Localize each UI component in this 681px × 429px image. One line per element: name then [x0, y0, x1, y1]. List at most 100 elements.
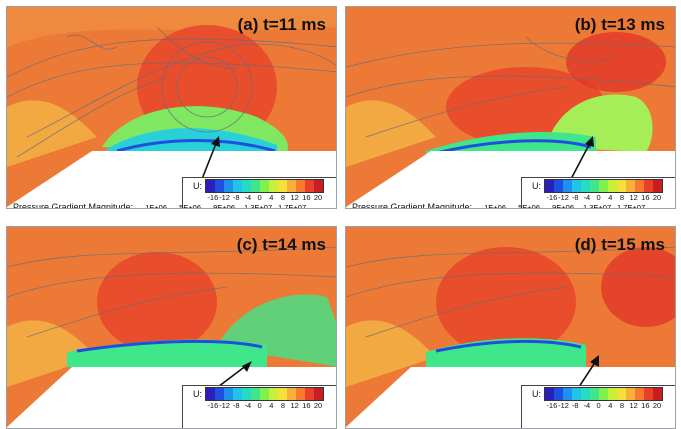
tick-label: 0	[257, 401, 262, 410]
panel-title: (d) t=15 ms	[574, 235, 665, 254]
color-swatch	[563, 388, 572, 400]
color-swatch	[287, 388, 296, 400]
pressure-legend: Pressure Gradient Magnitude: 1E+06 5E+06 9E…	[352, 202, 648, 209]
color-swatch	[215, 388, 224, 400]
tick-label: 20	[313, 193, 323, 202]
tick-label: 4	[608, 193, 613, 202]
tick-label: 0	[257, 193, 262, 202]
color-swatch	[215, 180, 224, 192]
tick-label: 4	[608, 401, 613, 410]
color-swatch	[635, 388, 644, 400]
tick-label: 20	[652, 401, 662, 410]
color-swatch	[260, 180, 269, 192]
color-swatch	[269, 180, 278, 192]
color-swatch	[608, 388, 617, 400]
tick-label: -12	[558, 401, 569, 410]
color-swatch	[224, 180, 233, 192]
tick-label: -16	[207, 193, 219, 202]
color-swatch	[251, 180, 260, 192]
color-swatch	[296, 180, 305, 192]
color-swatch	[554, 180, 563, 192]
tick-label: 20	[313, 401, 323, 410]
tick-label: 8	[619, 193, 625, 202]
panel-title: (c) t=14 ms	[236, 235, 326, 254]
tick-label: 8	[280, 401, 286, 410]
color-swatch	[278, 388, 287, 400]
color-swatch	[626, 388, 635, 400]
panel-d: (d) t=15 ms U:-16-12-8-4048121620Pressur…	[345, 226, 676, 429]
color-swatch	[572, 180, 581, 192]
velocity-ticks: -16 -12 -8 -4 0 4 8 12 16 20	[207, 401, 324, 410]
tick-label: 4	[269, 193, 274, 202]
tick-label: 1E+06	[484, 202, 507, 209]
tick-label: 5E+06	[518, 202, 541, 209]
tick-label: 16	[302, 193, 311, 202]
color-swatch	[608, 180, 617, 192]
velocity-colorbar	[544, 387, 663, 401]
tick-label: 12	[629, 193, 638, 202]
tick-label: -8	[232, 401, 240, 410]
pressure-ticks: 1E+06 5E+06 9E+06 1.3E+07 1.7E+07	[139, 202, 309, 209]
color-swatch	[635, 180, 644, 192]
tick-label: 5E+06	[179, 202, 202, 209]
tick-label: -12	[219, 401, 230, 410]
velocity-legend-label: U:	[193, 389, 202, 399]
tick-label: -8	[571, 401, 579, 410]
velocity-legend: U:	[193, 387, 324, 401]
pressure-legend-label: Pressure Gradient Magnitude:	[352, 202, 473, 209]
tick-label: -4	[583, 193, 591, 202]
color-swatch	[296, 388, 305, 400]
tick-label: -16	[207, 401, 219, 410]
color-swatch	[206, 180, 215, 192]
pressure-legend-label: Pressure Gradient Magnitude:	[13, 202, 134, 209]
color-swatch	[224, 388, 233, 400]
tick-label: 1.3E+07	[583, 202, 612, 209]
color-swatch	[617, 388, 626, 400]
pressure-legend: Pressure Gradient Magnitude: 1E+06 5E+06 9E…	[13, 202, 309, 209]
tick-label: 12	[290, 193, 299, 202]
color-swatch	[545, 388, 554, 400]
tick-label: -8	[232, 193, 240, 202]
tick-label: 9E+06	[552, 202, 575, 209]
color-swatch	[617, 180, 626, 192]
color-swatch	[572, 388, 581, 400]
velocity-colorbar	[205, 179, 324, 193]
color-swatch	[305, 388, 314, 400]
tick-label: -16	[546, 193, 558, 202]
panel-title: (b) t=13 ms	[574, 15, 665, 34]
tick-label: -4	[583, 401, 591, 410]
tick-label: 20	[652, 193, 662, 202]
color-swatch	[314, 388, 323, 400]
tick-label: -8	[571, 193, 579, 202]
color-swatch	[242, 180, 251, 192]
color-swatch	[305, 180, 314, 192]
tick-label: -4	[244, 193, 252, 202]
tick-label: 1.7E+07	[278, 202, 307, 209]
color-swatch	[599, 180, 608, 192]
pressure-ticks: 1E+06 5E+06 9E+06 1.3E+07 1.7E+07	[478, 202, 648, 209]
color-swatch	[626, 180, 635, 192]
tick-label: -16	[546, 401, 558, 410]
color-swatch	[545, 180, 554, 192]
tick-label: 9E+06	[213, 202, 236, 209]
tick-label: 16	[641, 193, 650, 202]
color-swatch	[233, 180, 242, 192]
color-swatch	[590, 180, 599, 192]
panel-b: (b) t=13 ms U: -16 -12 -8 -4 0 4 8 12 16 20 Pressur…	[345, 6, 676, 209]
velocity-ticks: -16 -12 -8 -4 0 4 8 12 16 20	[207, 193, 324, 202]
tick-label: 1.7E+07	[617, 202, 646, 209]
tick-label: 0	[596, 401, 601, 410]
velocity-legend-label: U:	[532, 389, 541, 399]
tick-label: 16	[641, 401, 650, 410]
tick-label: 12	[290, 401, 299, 410]
color-swatch	[269, 388, 278, 400]
color-swatch	[590, 388, 599, 400]
color-swatch	[653, 180, 662, 192]
velocity-colorbar	[205, 387, 324, 401]
tick-label: 1E+06	[145, 202, 168, 209]
tick-label: 8	[619, 401, 625, 410]
color-swatch	[653, 388, 662, 400]
velocity-ticks: -16 -12 -8 -4 0 4 8 12 16 20	[546, 401, 663, 410]
color-swatch	[206, 388, 215, 400]
panel-a: (a) t=11 ms U: -16 -12 -8 -4 0 4 8 12 16 20 Pressur…	[6, 6, 337, 209]
